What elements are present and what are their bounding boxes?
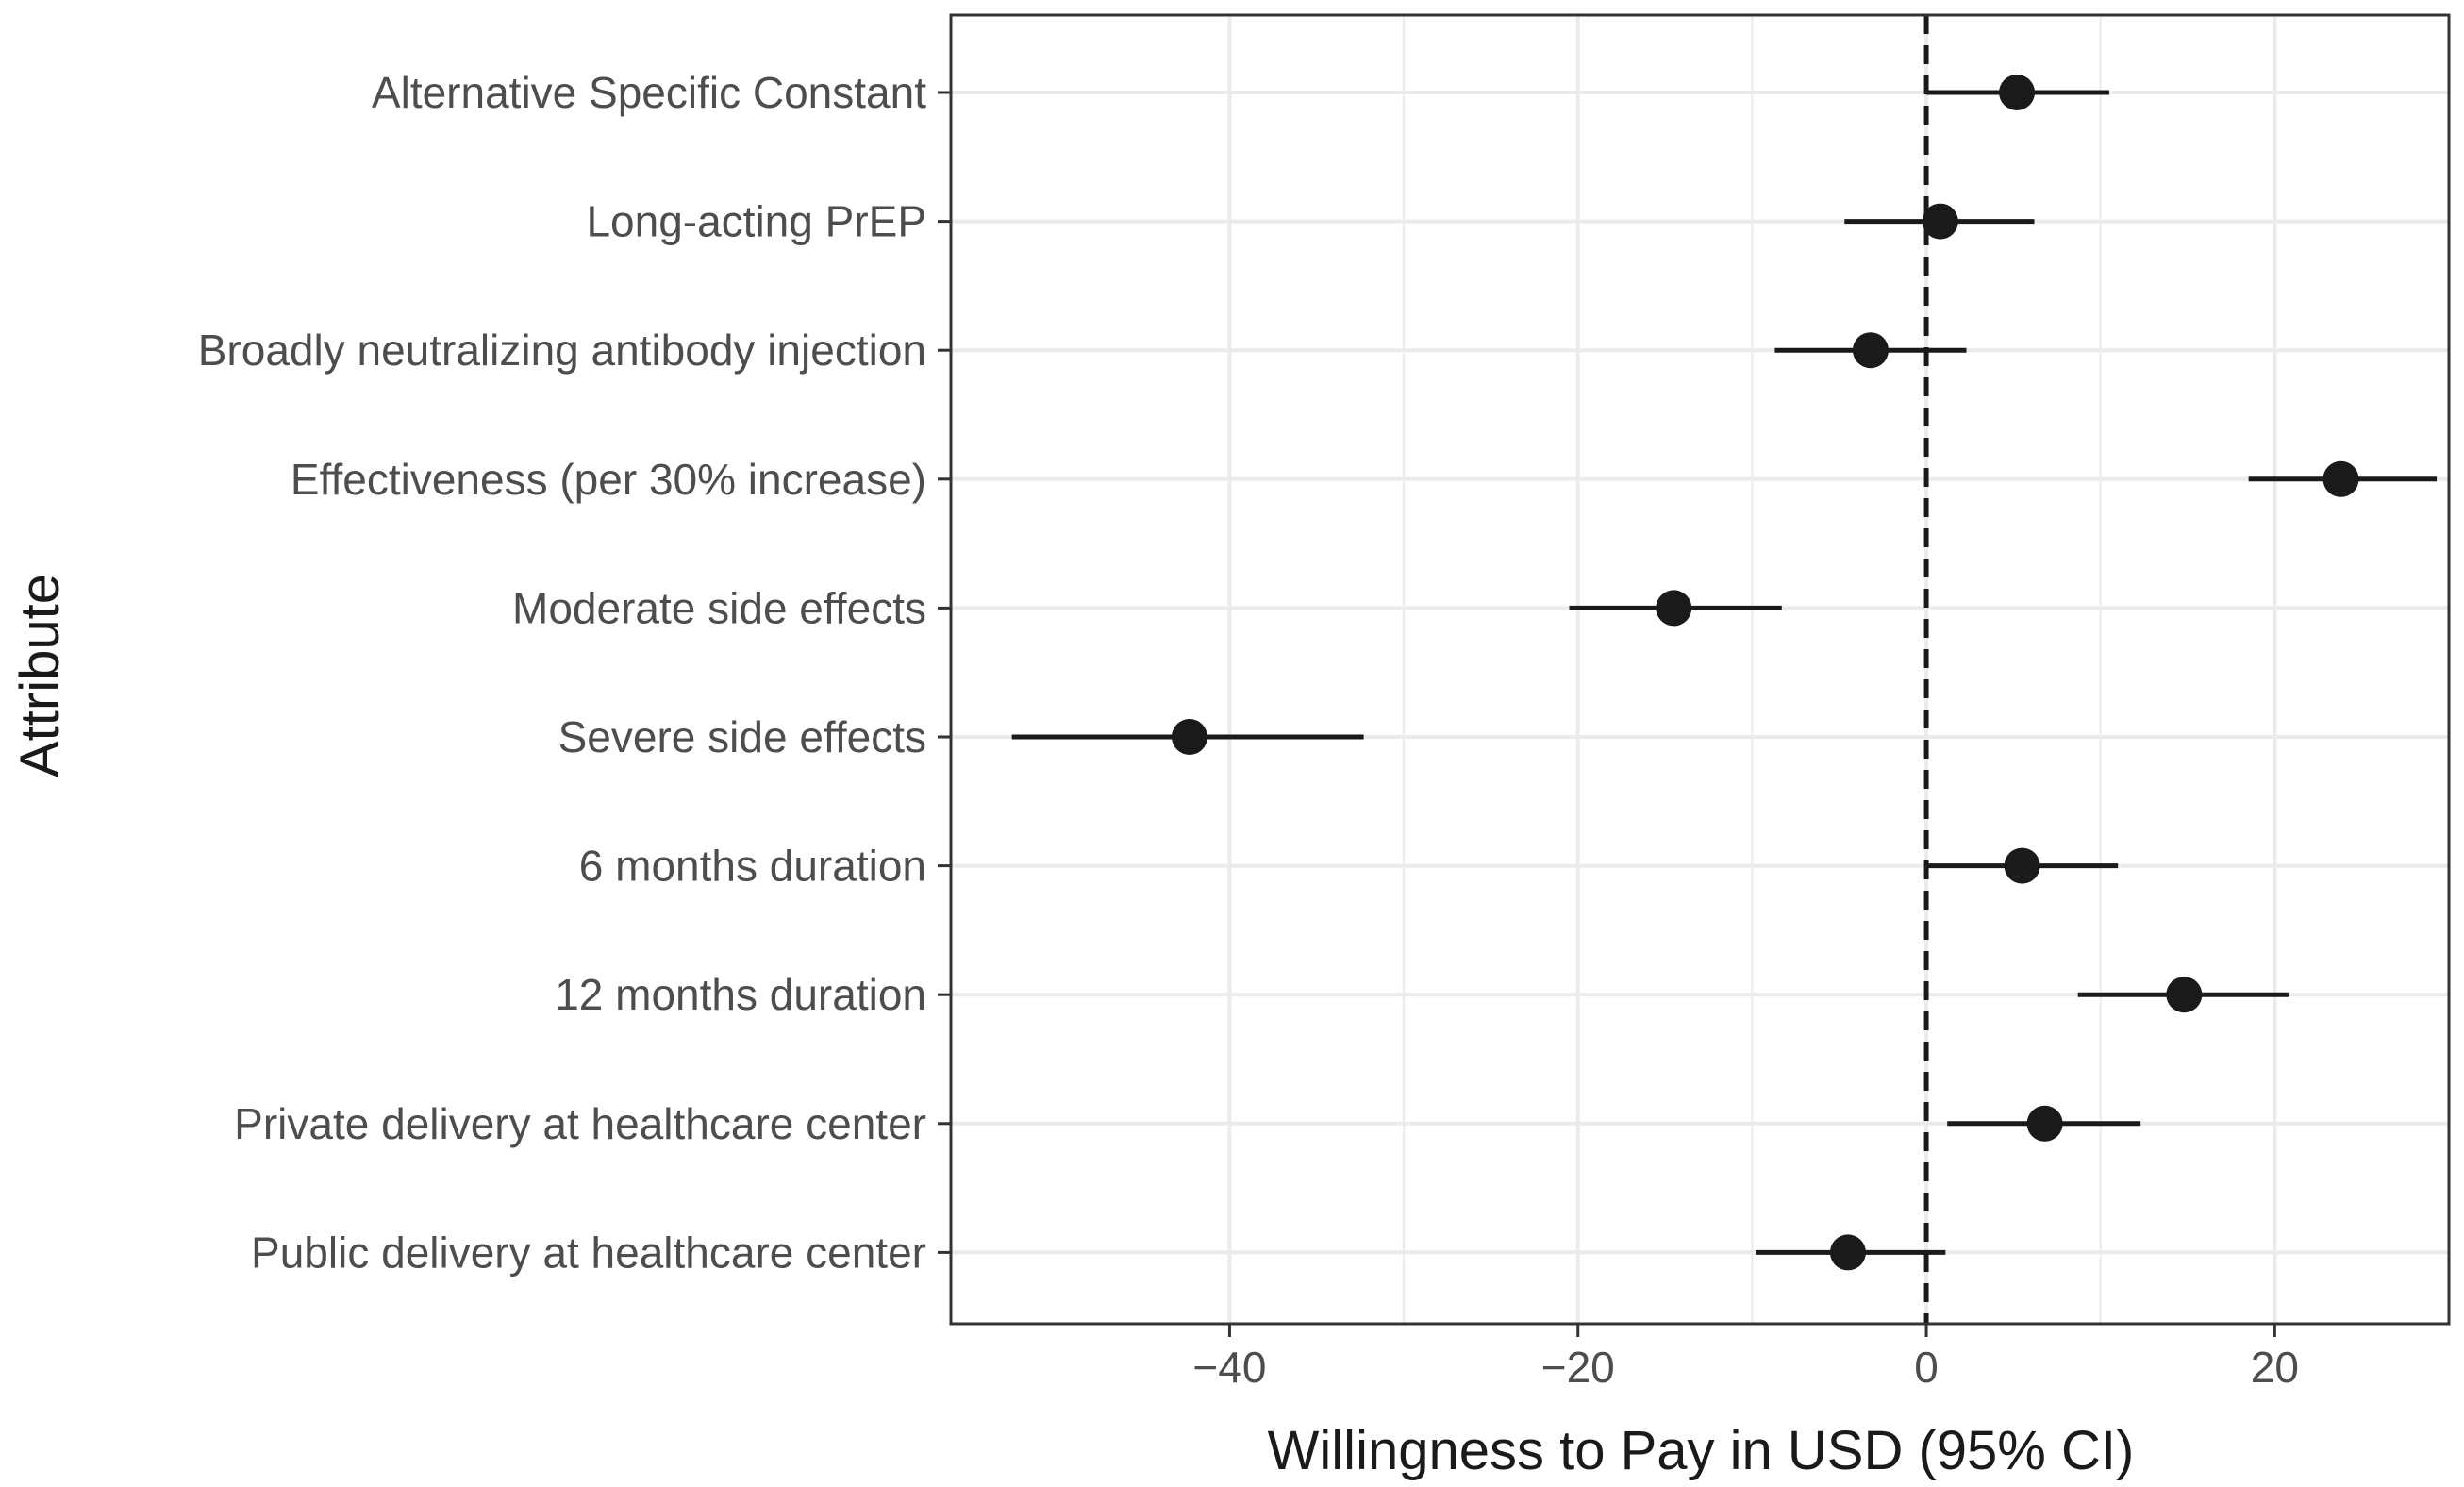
y-tick-label: Severe side effects [558,712,926,761]
y-tick-label: Broadly neutralizing antibody injection [198,326,926,375]
y-tick-label: 12 months duration [555,970,926,1019]
y-tick-label: Effectiveness (per 30% increase) [291,455,926,504]
point-estimate-marker [2026,1105,2063,1142]
y-tick-label: Private delivery at healthcare center [234,1099,926,1148]
x-tick-label: −40 [1192,1343,1266,1392]
point-estimate-marker [1829,1234,1866,1271]
panel-border [949,13,2451,1326]
y-tick-label: 6 months duration [579,842,926,891]
y-tick-label: Long-acting PrEP [586,197,926,246]
y-tick-label: Alternative Specific Constant [372,68,926,117]
x-tick-label: 0 [1914,1343,1939,1392]
panel-frame-group [949,13,2451,1326]
grid-lines [951,15,2449,1324]
y-axis-ticks: Alternative Specific Constant Long-acting… [198,68,951,1277]
point-estimate-marker [1852,332,1889,369]
y-tick-label: Public delivery at healthcare center [251,1228,926,1277]
point-estimate-marker [1999,75,2036,110]
point-estimate-marker [2004,847,2040,884]
point-estimate-marker [1656,590,1692,627]
x-axis-ticks: −40 −20 0 20 [1192,1324,2299,1392]
y-tick-label: Moderate side effects [512,583,926,632]
x-tick-label: −20 [1541,1343,1615,1392]
x-tick-label: 20 [2251,1343,2299,1392]
point-estimate-marker [1171,719,1207,755]
point-estimate-marker [2166,977,2203,1013]
point-estimate-marker [2322,460,2359,497]
y-axis-title: Attribute [9,574,71,777]
data-marks [1011,75,2438,1271]
point-estimate-marker [1922,203,1958,240]
x-axis-title: Willingness to Pay in USD (95% CI) [1268,1420,2135,1481]
